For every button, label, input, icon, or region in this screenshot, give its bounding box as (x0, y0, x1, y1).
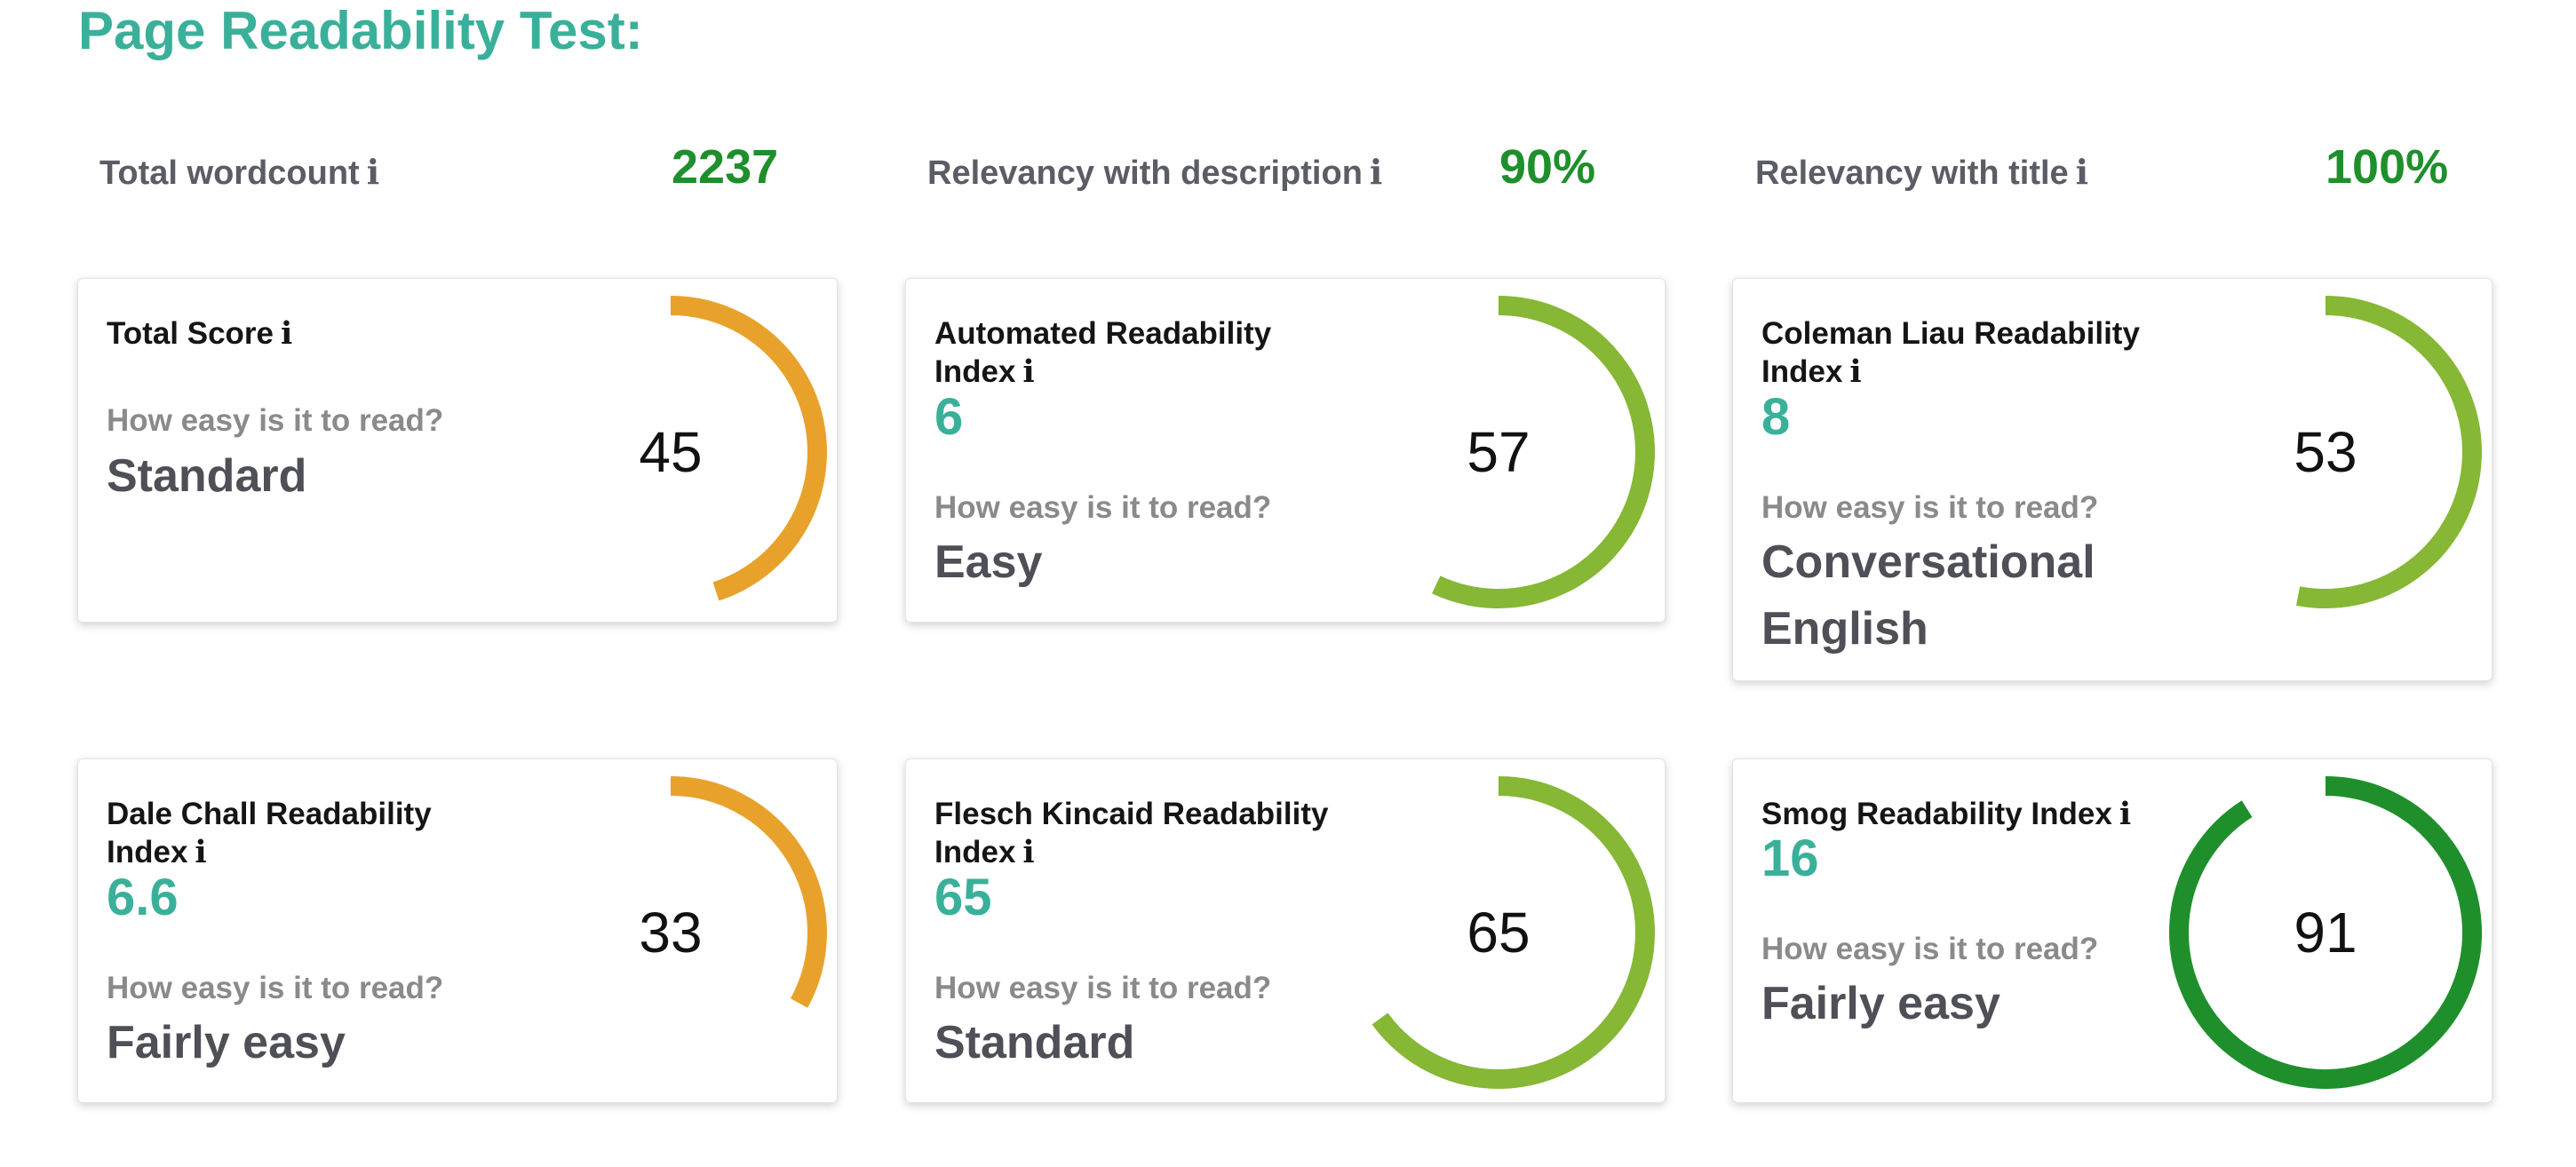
gauge-arc (1371, 776, 1655, 1089)
wordcount-label: Total wordcount i (99, 151, 379, 194)
gauge-value: 33 (639, 901, 703, 965)
card-title: Automated Readability Index i (934, 314, 1352, 391)
card-title: Total Score i (107, 314, 524, 353)
info-icon[interactable]: i (2075, 152, 2089, 192)
card-title-text: Total Score (107, 316, 274, 351)
gauge-value: 65 (1467, 901, 1530, 965)
ease-question: How easy is it to read? (934, 490, 1272, 525)
info-icon[interactable]: i (1849, 353, 1862, 390)
gauge-ring (670, 776, 827, 1008)
wordcount-value: 2237 (672, 140, 779, 194)
card-title-text: Flesch Kincaid Readability Index (934, 797, 1329, 869)
info-icon[interactable]: i (195, 834, 207, 870)
info-icon[interactable]: i (1022, 353, 1035, 390)
readability-level: Conversational English (1761, 536, 2095, 655)
card-title-text: Dale Chall Readability Index (107, 797, 432, 869)
readability-level: Easy (934, 536, 1043, 588)
gauge-value: 53 (2294, 420, 2357, 484)
gauge-ring (1432, 296, 1655, 608)
card-title: Smog Readability Index i (1761, 795, 2179, 833)
dale-chall-card: Dale Chall Readability Index i 6.6 How ea… (77, 758, 838, 1103)
index-score: 6.6 (107, 869, 179, 926)
info-icon[interactable]: i (1369, 152, 1383, 192)
wordcount-label-text: Total wordcount (99, 155, 360, 192)
gauge-arc (670, 776, 827, 1008)
ease-question: How easy is it to read? (934, 971, 1272, 1005)
description-relevancy-label: Relevancy with description i (927, 151, 1382, 194)
ease-question: How easy is it to read? (107, 971, 444, 1005)
index-score: 16 (1761, 830, 1819, 887)
card-title-text: Coleman Liau Readability Index (1761, 316, 2140, 389)
card-title: Coleman Liau Readability Index i (1761, 314, 2179, 391)
index-score: 65 (934, 869, 992, 926)
gauge-value: 45 (639, 420, 703, 484)
gauge-arc (2296, 296, 2482, 608)
gauge-value: 91 (2294, 901, 2357, 965)
info-icon[interactable]: i (366, 152, 380, 192)
gauge-ring (2296, 296, 2482, 608)
index-score: 8 (1761, 388, 1791, 446)
title-relevancy-label: Relevancy with title i (1755, 151, 2088, 194)
ease-question: How easy is it to read? (107, 403, 444, 438)
total-score-card: Total Score i How easy is it to read? Sta… (77, 278, 838, 623)
card-title-text: Automated Readability Index (934, 316, 1272, 389)
readability-level: Fairly easy (107, 1017, 346, 1068)
gauge-ring (1371, 776, 1655, 1089)
flesch-kincaid-card: Flesch Kincaid Readability Index i 65 How… (905, 758, 1666, 1103)
smog-card: Smog Readability Index i 16 How easy is i… (1732, 758, 2493, 1103)
readability-level: Standard (107, 450, 307, 502)
index-score: 6 (934, 388, 964, 446)
gauge-value: 57 (1467, 420, 1530, 484)
ease-question: How easy is it to read? (1761, 932, 2099, 966)
info-icon[interactable]: i (281, 315, 293, 352)
gauge-arc (670, 296, 827, 601)
gauge-arc (1432, 296, 1655, 608)
card-title: Flesch Kincaid Readability Index i (934, 795, 1352, 871)
gauge-ring (670, 296, 827, 601)
card-title-text: Smog Readability Index (1761, 797, 2112, 831)
info-icon[interactable]: i (2119, 796, 2132, 832)
title-relevancy-value: 100% (2326, 140, 2449, 194)
description-relevancy-value: 90% (1499, 140, 1596, 194)
coleman-liau-card: Coleman Liau Readability Index i 8 How ea… (1732, 278, 2493, 681)
card-title: Dale Chall Readability Index i (107, 795, 524, 871)
readability-level: Fairly easy (1761, 978, 2000, 1029)
title-relevancy-label-text: Relevancy with title (1755, 155, 2069, 192)
gauge-arc (2169, 776, 2482, 1089)
page-title: Page Readability Test: (78, 1, 643, 60)
automated-readability-card: Automated Readability Index i 6 How easy … (905, 278, 1666, 623)
readability-level: Standard (934, 1017, 1135, 1068)
ease-question: How easy is it to read? (1761, 490, 2099, 525)
description-relevancy-label-text: Relevancy with description (927, 155, 1363, 192)
info-icon[interactable]: i (1022, 834, 1035, 870)
gauge-ring (2169, 776, 2482, 1089)
